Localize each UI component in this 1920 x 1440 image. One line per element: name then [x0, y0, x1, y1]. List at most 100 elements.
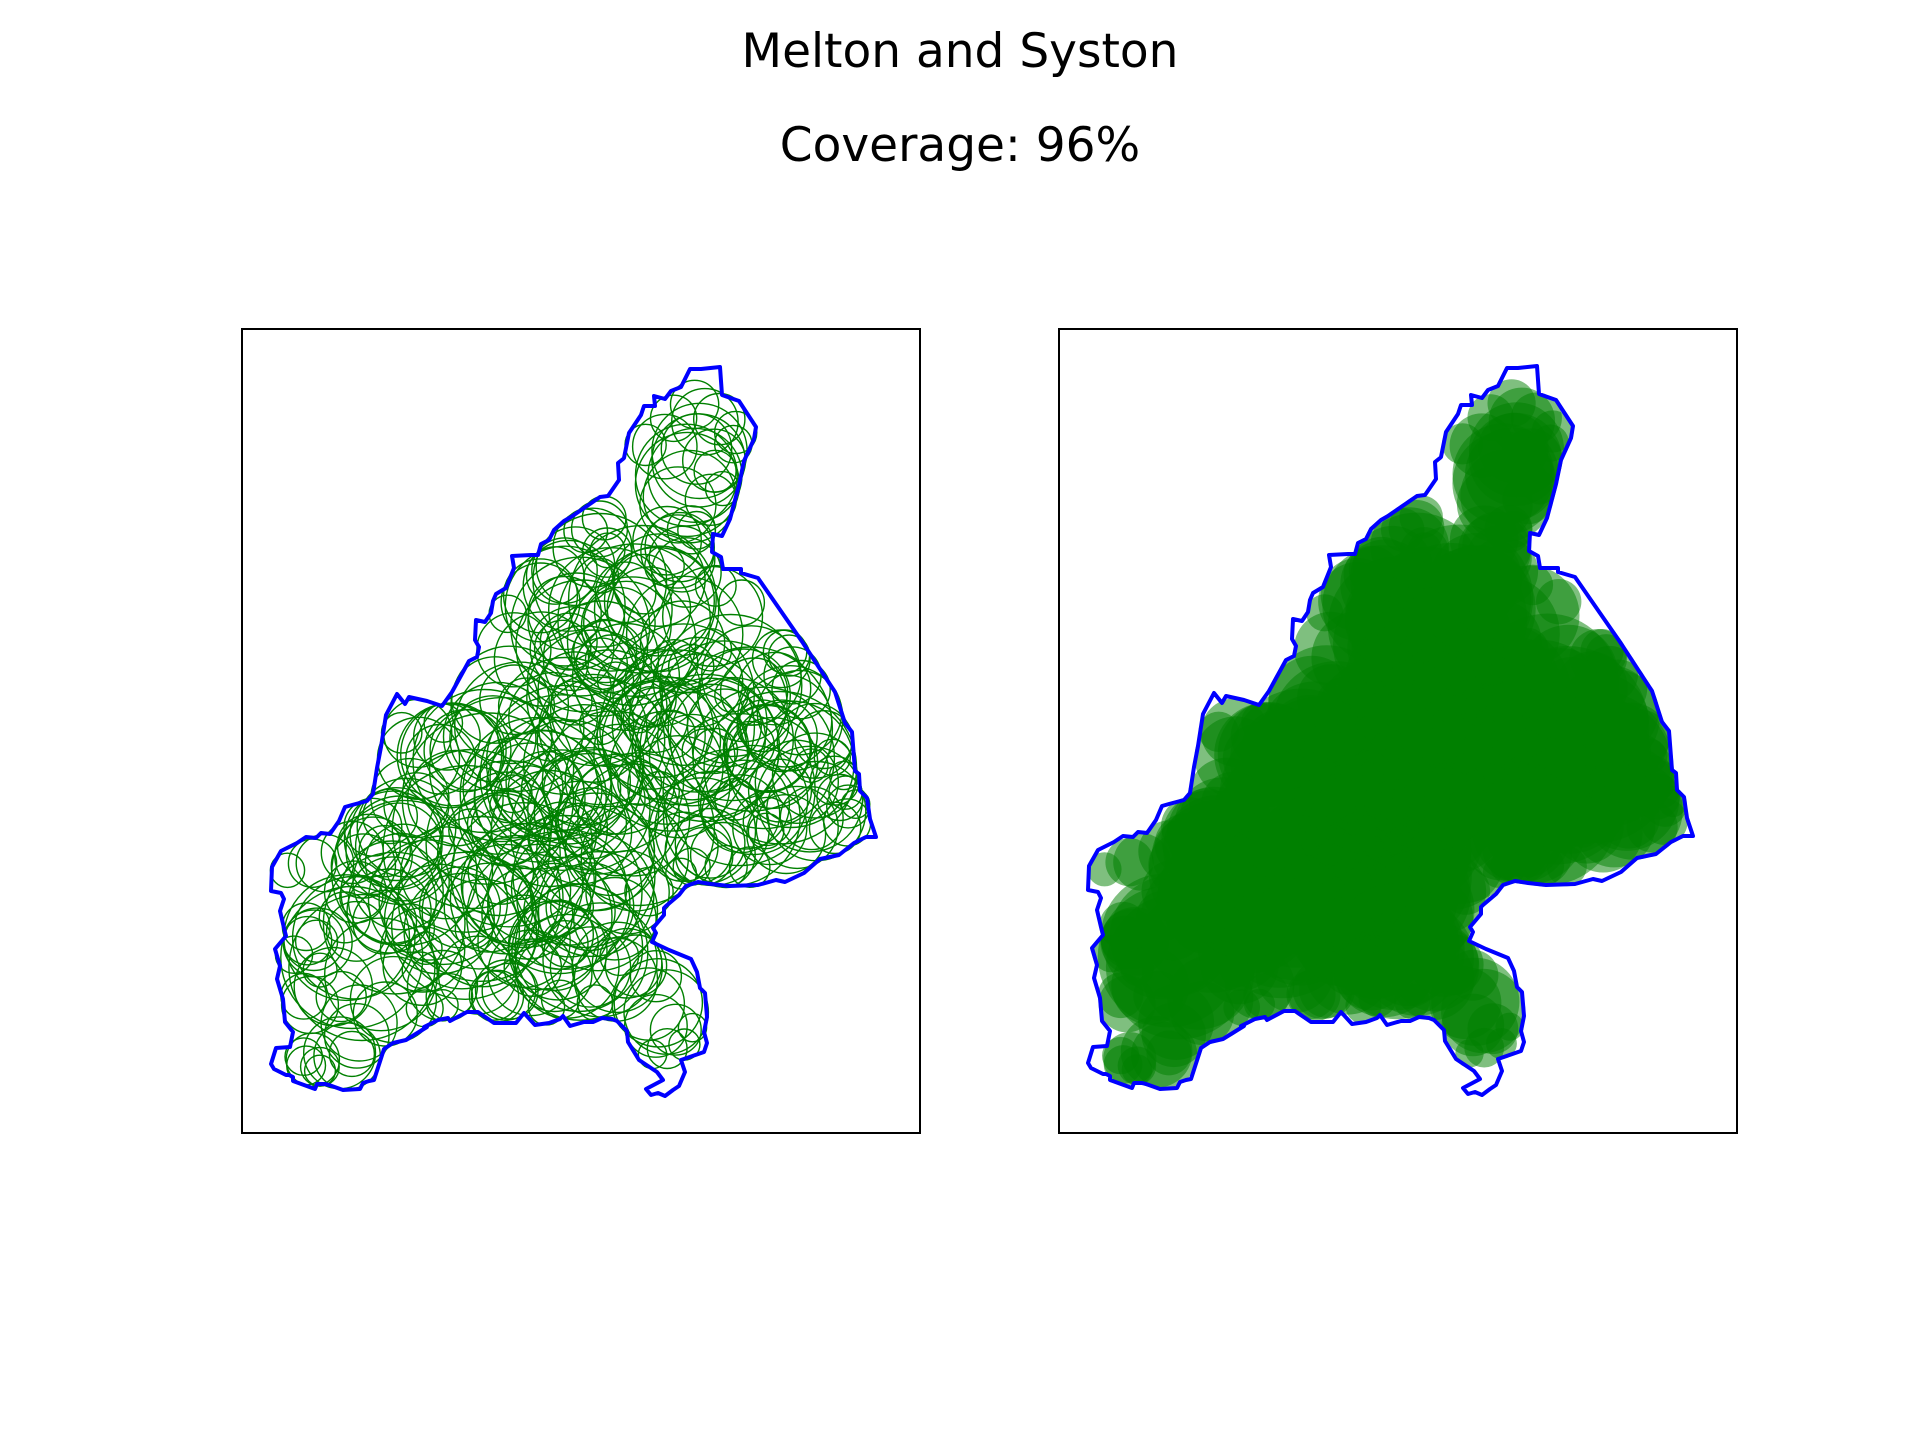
- coverage-circle: [625, 575, 744, 694]
- coverage-circle: [450, 645, 570, 765]
- coverage-circle: [549, 649, 668, 768]
- coverage-circle: [514, 913, 620, 1019]
- coverage-circle: [601, 680, 722, 801]
- coverage-circle: [677, 1012, 708, 1043]
- coverage-circle: [1167, 786, 1260, 880]
- coverage-circle: [429, 708, 512, 791]
- constituency-map-filled: [1086, 364, 1695, 1097]
- coverage-circles-filled: [1087, 379, 1688, 1089]
- coverage-circle: [527, 572, 626, 671]
- coverage-circle: [466, 843, 613, 991]
- coverage-circle: [632, 505, 702, 576]
- coverage-circle: [508, 901, 608, 1001]
- coverage-circle: [459, 716, 613, 870]
- coverage-circle: [728, 846, 771, 888]
- coverage-circle: [543, 750, 622, 829]
- coverage-circle: [497, 677, 556, 735]
- coverage-circle: [280, 975, 340, 1035]
- coverage-circle: [531, 537, 598, 605]
- figure-title: Melton and Syston: [741, 24, 1179, 79]
- coverage-circle: [617, 760, 663, 806]
- coverage-circle: [631, 413, 698, 480]
- coverage-circle: [699, 759, 791, 850]
- coverage-circle: [578, 702, 623, 746]
- coverage-circle: [522, 703, 645, 826]
- coverage-circle: [486, 830, 631, 975]
- coverage-circle: [649, 394, 698, 443]
- coverage-circle: [1467, 394, 1514, 441]
- coverage-circle: [330, 833, 397, 899]
- coverage-circle: [662, 565, 764, 668]
- coverage-circle: [282, 907, 353, 978]
- coverage-circle: [503, 865, 539, 901]
- coverage-circle: [349, 787, 444, 882]
- coverage-circle: [755, 785, 839, 870]
- coverage-circle: [542, 600, 660, 717]
- coverage-circle: [315, 970, 367, 1023]
- coverage-circle: [1441, 866, 1491, 915]
- coverage-circle: [631, 673, 781, 823]
- coverage-circle: [549, 926, 632, 1008]
- coverage-circle: [397, 815, 564, 983]
- coverage-circle: [1455, 1039, 1484, 1068]
- coverage-circle: [1353, 525, 1432, 605]
- coverage-circle: [533, 748, 660, 875]
- coverage-circle: [606, 566, 692, 651]
- coverage-circle: [674, 807, 746, 879]
- coverage-circle: [347, 856, 437, 946]
- coverage-circle: [508, 671, 599, 762]
- coverage-circle: [405, 723, 477, 795]
- coverage-circle: [624, 866, 674, 917]
- coverage-circle: [1429, 966, 1502, 1040]
- coverage-circle: [1430, 553, 1491, 613]
- map-panel-outline-circles: [241, 328, 921, 1134]
- coverage-circle: [613, 958, 704, 1048]
- coverage-circle: [527, 801, 597, 872]
- constituency-boundary: [1086, 364, 1695, 1097]
- coverage-circle: [367, 839, 490, 961]
- coverage-circle: [634, 431, 741, 538]
- coverage-circle: [746, 794, 827, 875]
- map-panel-filled-circles: [1058, 328, 1738, 1134]
- coverage-circle: [339, 874, 384, 920]
- coverage-circle: [599, 649, 756, 806]
- coverage-circle: [541, 920, 589, 968]
- coverage-circle: [1359, 709, 1501, 852]
- coverage-circle: [1141, 1002, 1206, 1068]
- coverage-circle: [526, 625, 642, 740]
- coverage-circle: [325, 900, 387, 962]
- coverage-circle: [611, 967, 686, 1041]
- coverage-circles-outline: [269, 379, 872, 1090]
- coverage-circle: [358, 824, 411, 878]
- coverage-circle: [660, 640, 788, 768]
- coverage-circle: [642, 449, 737, 544]
- coverage-circle: [428, 696, 575, 843]
- coverage-circle: [1143, 900, 1204, 961]
- coverage-circle: [515, 935, 593, 1013]
- coverage-circle: [793, 748, 829, 783]
- coverage-circle: [1105, 838, 1154, 887]
- coverage-circle: [650, 537, 722, 608]
- coverage-circle: [816, 773, 864, 822]
- coverage-circle: [644, 511, 716, 583]
- coverage-circle: [697, 648, 792, 743]
- coverage-circle: [1333, 935, 1409, 1011]
- coverage-circle: [1103, 1032, 1157, 1086]
- coverage-circle: [302, 952, 338, 988]
- coverage-subtitle: Coverage: 96%: [779, 118, 1141, 173]
- coverage-circle: [771, 659, 831, 720]
- coverage-circle: [1215, 815, 1380, 981]
- coverage-circle: [364, 823, 443, 902]
- coverage-circle: [567, 524, 717, 674]
- coverage-circle: [611, 675, 714, 778]
- coverage-circle: [294, 919, 339, 963]
- constituency-map-outline: [269, 365, 878, 1098]
- coverage-circle: [575, 637, 629, 691]
- coverage-circle: [533, 619, 592, 678]
- coverage-circle: [284, 1037, 324, 1076]
- coverage-circle: [1360, 600, 1476, 716]
- coverage-circle: [613, 553, 674, 615]
- coverage-circle: [467, 838, 535, 905]
- coverage-circle: [693, 449, 737, 494]
- coverage-circle: [726, 720, 776, 770]
